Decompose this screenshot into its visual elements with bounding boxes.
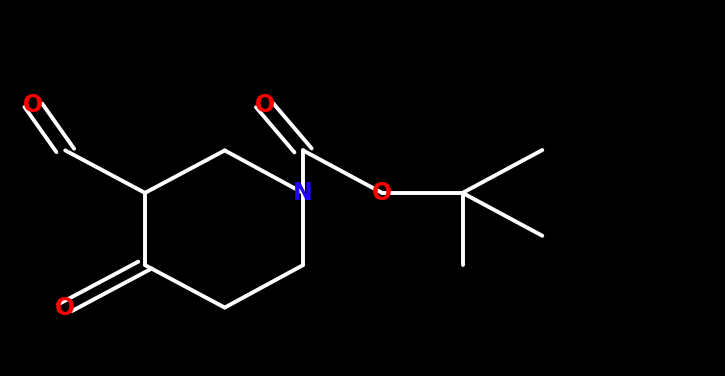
Text: O: O: [23, 93, 44, 117]
Text: O: O: [55, 296, 75, 320]
Text: O: O: [372, 181, 392, 205]
Text: N: N: [293, 181, 313, 205]
Text: O: O: [254, 93, 275, 117]
